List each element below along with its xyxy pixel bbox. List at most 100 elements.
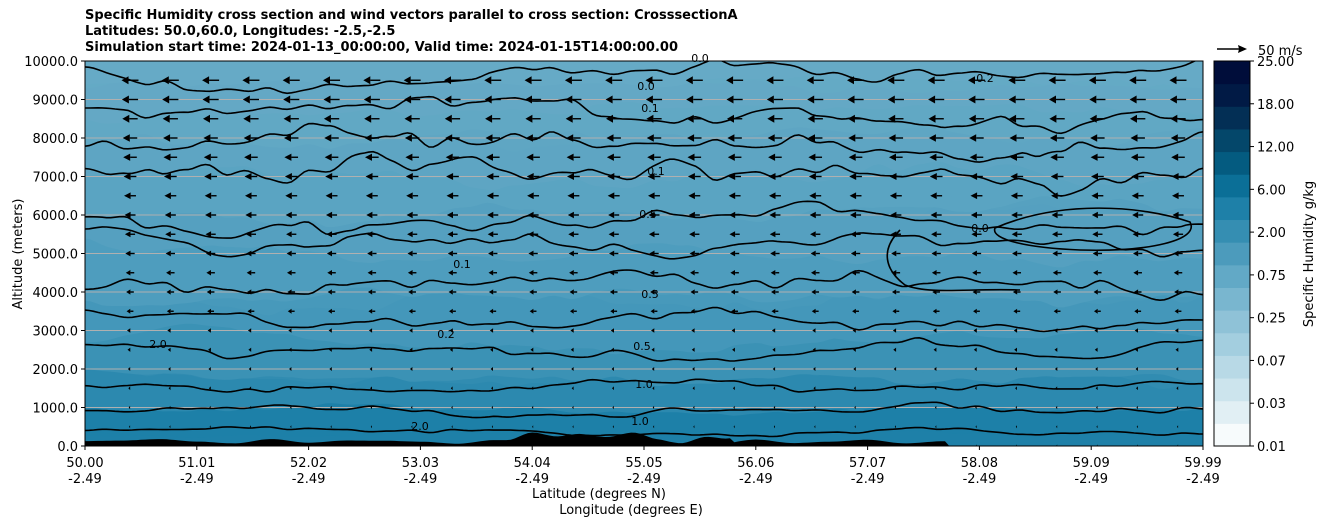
wind-vector — [729, 250, 740, 257]
wind-vector — [607, 192, 620, 200]
contour-label: 0.0 — [691, 52, 709, 65]
wind-vector — [1008, 76, 1026, 85]
wind-vector — [969, 134, 984, 142]
wind-vector — [404, 134, 420, 142]
wind-vector — [247, 308, 255, 314]
wind-vector — [290, 405, 292, 410]
wind-vector — [929, 153, 943, 161]
wind-vector — [773, 425, 775, 429]
wind-vector — [445, 134, 460, 142]
colorbar-segment — [1214, 264, 1250, 288]
wind-vector — [572, 405, 574, 410]
wind-vector — [248, 367, 252, 371]
contour-label: 0.1 — [453, 258, 471, 271]
wind-vector — [649, 270, 659, 276]
wind-vector — [209, 405, 211, 410]
wind-vector — [727, 114, 743, 123]
contour-line — [85, 426, 1203, 438]
wind-vector — [290, 425, 292, 429]
quiver-key: 50 m/s — [1217, 44, 1303, 59]
wind-vector — [168, 367, 171, 371]
wind-vector — [569, 270, 578, 276]
wind-vector — [366, 231, 377, 238]
wind-vector — [932, 308, 940, 314]
wind-vector — [651, 328, 655, 333]
wind-vector — [892, 308, 900, 314]
wind-vector — [609, 270, 618, 276]
wind-vector — [528, 250, 538, 257]
wind-vector — [1052, 250, 1062, 257]
x-tick-label-lat: 56.06 — [737, 456, 774, 471]
wind-vector — [1094, 328, 1098, 333]
wind-vector — [363, 76, 381, 85]
wind-vector — [204, 192, 217, 200]
wind-vector — [1135, 347, 1138, 352]
y-tick-label: 8000.0 — [33, 132, 79, 147]
wind-vector — [928, 114, 944, 123]
wind-vector — [808, 153, 823, 161]
wind-vector — [1170, 114, 1186, 123]
wind-vector — [1172, 192, 1184, 200]
wind-vector — [1013, 328, 1018, 333]
wind-vector — [405, 153, 419, 161]
wind-vector — [283, 95, 300, 104]
x-tick-label-lat: 54.04 — [514, 456, 551, 471]
wind-vector — [769, 211, 781, 219]
wind-vector — [289, 367, 292, 371]
wind-vector — [284, 173, 298, 180]
wind-vector — [1130, 114, 1146, 123]
wind-vector — [246, 250, 256, 257]
wind-vector — [934, 367, 937, 371]
x-tick-label-lat: 50.00 — [66, 456, 103, 471]
colorbar-segment — [1214, 423, 1250, 447]
wind-vector — [327, 270, 336, 276]
wind-vector — [527, 192, 540, 200]
wind-vector — [729, 211, 741, 219]
wind-vector — [850, 250, 861, 257]
wind-vector — [247, 289, 255, 295]
wind-vector — [1012, 289, 1021, 295]
wind-vector — [849, 192, 862, 200]
contour-line — [85, 269, 1203, 302]
colorbar-segment — [1214, 400, 1250, 424]
wind-vector — [364, 114, 380, 123]
wind-vector — [612, 405, 614, 410]
wind-vector — [168, 386, 171, 391]
wind-vector — [1014, 347, 1017, 352]
wind-vector — [166, 270, 175, 276]
wind-vector — [570, 308, 577, 314]
x-tick-label-lat: 58.08 — [961, 456, 998, 471]
wind-vector — [1010, 192, 1023, 200]
wind-vector — [123, 173, 137, 180]
x-axis: 50.00-2.4951.01-2.4952.02-2.4953.03-2.49… — [66, 446, 1222, 487]
wind-vector — [1049, 95, 1066, 104]
wind-vector — [1088, 76, 1106, 85]
wind-vector — [529, 308, 537, 314]
wind-vector — [1089, 95, 1106, 104]
wind-vector — [729, 231, 740, 238]
wind-vector — [690, 289, 699, 295]
wind-vector — [847, 95, 864, 104]
wind-vector — [330, 425, 332, 429]
contour-labels: 0.0 0.1 0.1 0.5 0.5 0.5 1.0 1.0 2.0 2.0 0.2 0.2 0.0 0… — [149, 52, 994, 433]
wind-vector — [1049, 134, 1065, 142]
wind-vector — [485, 114, 501, 123]
wind-vector — [809, 211, 821, 219]
wind-vector — [1136, 386, 1138, 391]
wind-vector — [1055, 386, 1058, 391]
wind-vector — [407, 250, 417, 257]
wind-vector — [164, 192, 177, 200]
wind-vector — [891, 250, 901, 257]
wind-vector — [1129, 76, 1147, 85]
wind-vector — [606, 153, 621, 161]
wind-vector — [1012, 270, 1022, 276]
colorbar-segment — [1214, 61, 1250, 85]
wind-vector — [731, 328, 735, 333]
wind-vector — [1133, 250, 1143, 257]
wind-vector — [409, 347, 413, 352]
wind-vector — [166, 308, 174, 314]
wind-vector — [892, 289, 900, 295]
wind-vector — [287, 289, 296, 295]
wind-vector — [370, 405, 372, 410]
